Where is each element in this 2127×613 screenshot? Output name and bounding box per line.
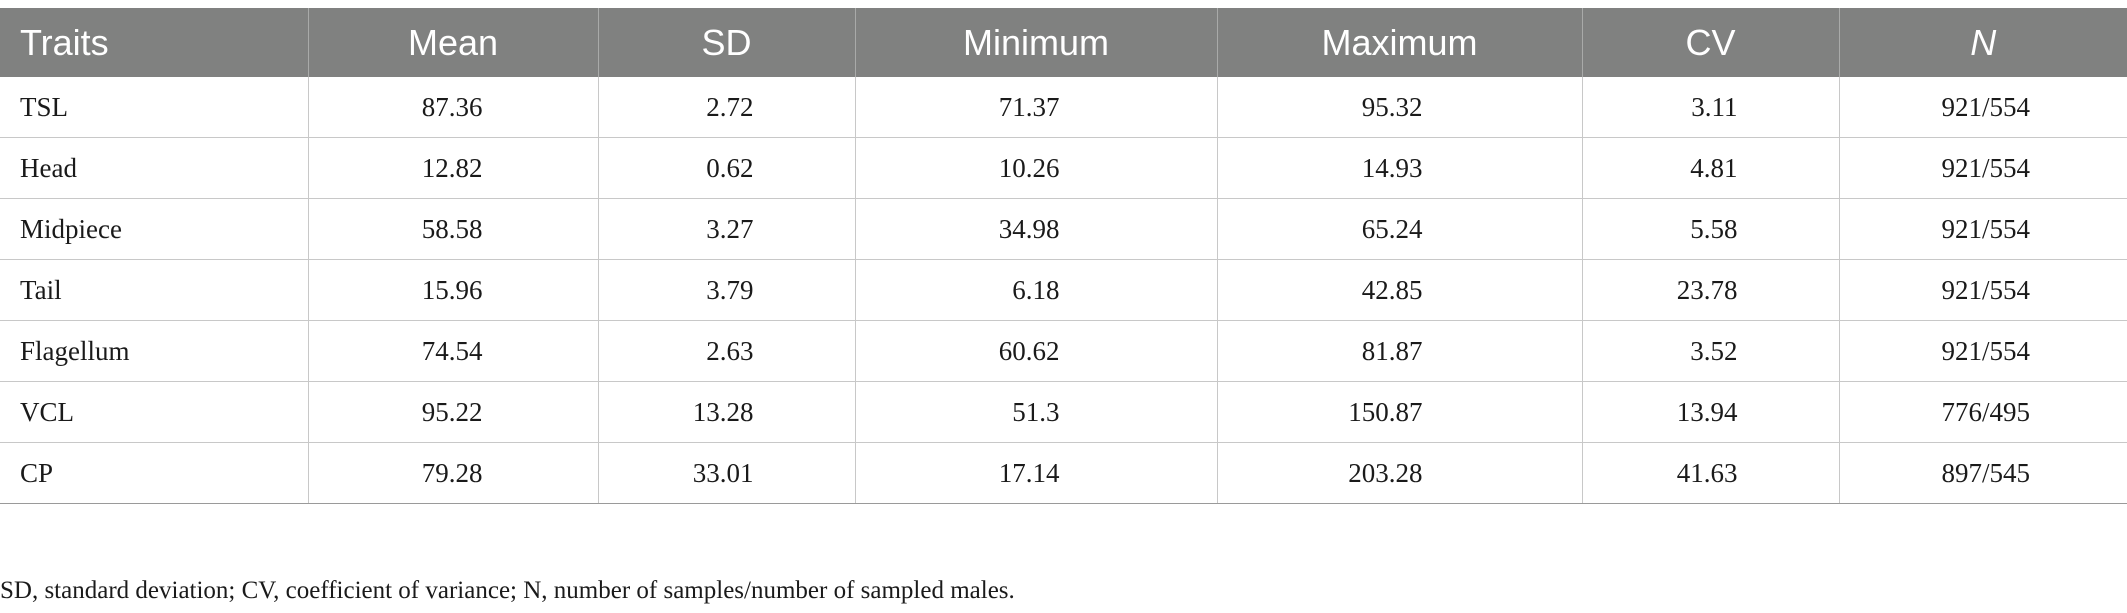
cell-trait: TSL [0, 77, 309, 138]
cell-minimum: 51.3 [855, 381, 1218, 443]
cell-cv: 3.52 [1582, 320, 1840, 382]
cell-cv: 23.78 [1582, 259, 1840, 321]
cell-mean: 79.28 [308, 442, 599, 504]
table-row: Flagellum 74.54 2.63 60.62 81.87 3.52 92… [0, 320, 2127, 382]
table-row: CP 79.28 33.01 17.14 203.28 41.63 897/54… [0, 442, 2127, 504]
cell-cv: 5.58 [1582, 198, 1840, 260]
cell-trait: VCL [0, 381, 309, 443]
cell-sd: 2.63 [598, 320, 856, 382]
cell-cv: 4.81 [1582, 137, 1840, 199]
cell-sd: 0.62 [598, 137, 856, 199]
table-row: TSL 87.36 2.72 71.37 95.32 3.11 921/554 [0, 77, 2127, 138]
cell-n: 921/554 [1839, 320, 2127, 382]
cell-maximum: 81.87 [1217, 320, 1583, 382]
table-body: TSL 87.36 2.72 71.37 95.32 3.11 921/554 … [0, 77, 2127, 504]
cell-mean: 74.54 [308, 320, 599, 382]
header-n: N [1839, 8, 2127, 77]
cell-maximum: 14.93 [1217, 137, 1583, 199]
header-traits: Traits [0, 8, 309, 77]
cell-mean: 12.82 [308, 137, 599, 199]
cell-maximum: 95.32 [1217, 77, 1583, 138]
cell-n: 921/554 [1839, 198, 2127, 260]
cell-sd: 3.79 [598, 259, 856, 321]
table-row: Midpiece 58.58 3.27 34.98 65.24 5.58 921… [0, 198, 2127, 260]
cell-trait: Head [0, 137, 309, 199]
table-row: VCL 95.22 13.28 51.3 150.87 13.94 776/49… [0, 381, 2127, 443]
cell-maximum: 65.24 [1217, 198, 1583, 260]
cell-n: 776/495 [1839, 381, 2127, 443]
cell-trait: Flagellum [0, 320, 309, 382]
cell-n: 921/554 [1839, 137, 2127, 199]
cell-minimum: 10.26 [855, 137, 1218, 199]
cell-n: 897/545 [1839, 442, 2127, 504]
cell-maximum: 42.85 [1217, 259, 1583, 321]
cell-trait: CP [0, 442, 309, 504]
cell-sd: 2.72 [598, 77, 856, 138]
trait-statistics-table: Traits Mean SD Minimum Maximum CV N TSL … [0, 8, 2127, 504]
cell-cv: 41.63 [1582, 442, 1840, 504]
cell-mean: 58.58 [308, 198, 599, 260]
cell-n: 921/554 [1839, 259, 2127, 321]
cell-minimum: 6.18 [855, 259, 1218, 321]
header-row: Traits Mean SD Minimum Maximum CV N [0, 8, 2127, 77]
header-maximum: Maximum [1217, 8, 1583, 77]
cell-mean: 15.96 [308, 259, 599, 321]
table-row: Head 12.82 0.62 10.26 14.93 4.81 921/554 [0, 137, 2127, 199]
cell-cv: 3.11 [1582, 77, 1840, 138]
data-table-container: Traits Mean SD Minimum Maximum CV N TSL … [0, 8, 2127, 504]
cell-sd: 33.01 [598, 442, 856, 504]
cell-trait: Midpiece [0, 198, 309, 260]
cell-cv: 13.94 [1582, 381, 1840, 443]
cell-sd: 3.27 [598, 198, 856, 260]
cell-sd: 13.28 [598, 381, 856, 443]
cell-minimum: 17.14 [855, 442, 1218, 504]
table-footnote: SD, standard deviation; CV, coefficient … [0, 577, 1015, 604]
header-mean: Mean [308, 8, 599, 77]
table-header: Traits Mean SD Minimum Maximum CV N [0, 8, 2127, 77]
cell-n: 921/554 [1839, 77, 2127, 138]
cell-mean: 95.22 [308, 381, 599, 443]
header-sd: SD [598, 8, 856, 77]
header-minimum: Minimum [855, 8, 1218, 77]
header-cv: CV [1582, 8, 1840, 77]
cell-trait: Tail [0, 259, 309, 321]
cell-maximum: 203.28 [1217, 442, 1583, 504]
cell-maximum: 150.87 [1217, 381, 1583, 443]
cell-mean: 87.36 [308, 77, 599, 138]
cell-minimum: 34.98 [855, 198, 1218, 260]
cell-minimum: 71.37 [855, 77, 1218, 138]
cell-minimum: 60.62 [855, 320, 1218, 382]
table-row: Tail 15.96 3.79 6.18 42.85 23.78 921/554 [0, 259, 2127, 321]
